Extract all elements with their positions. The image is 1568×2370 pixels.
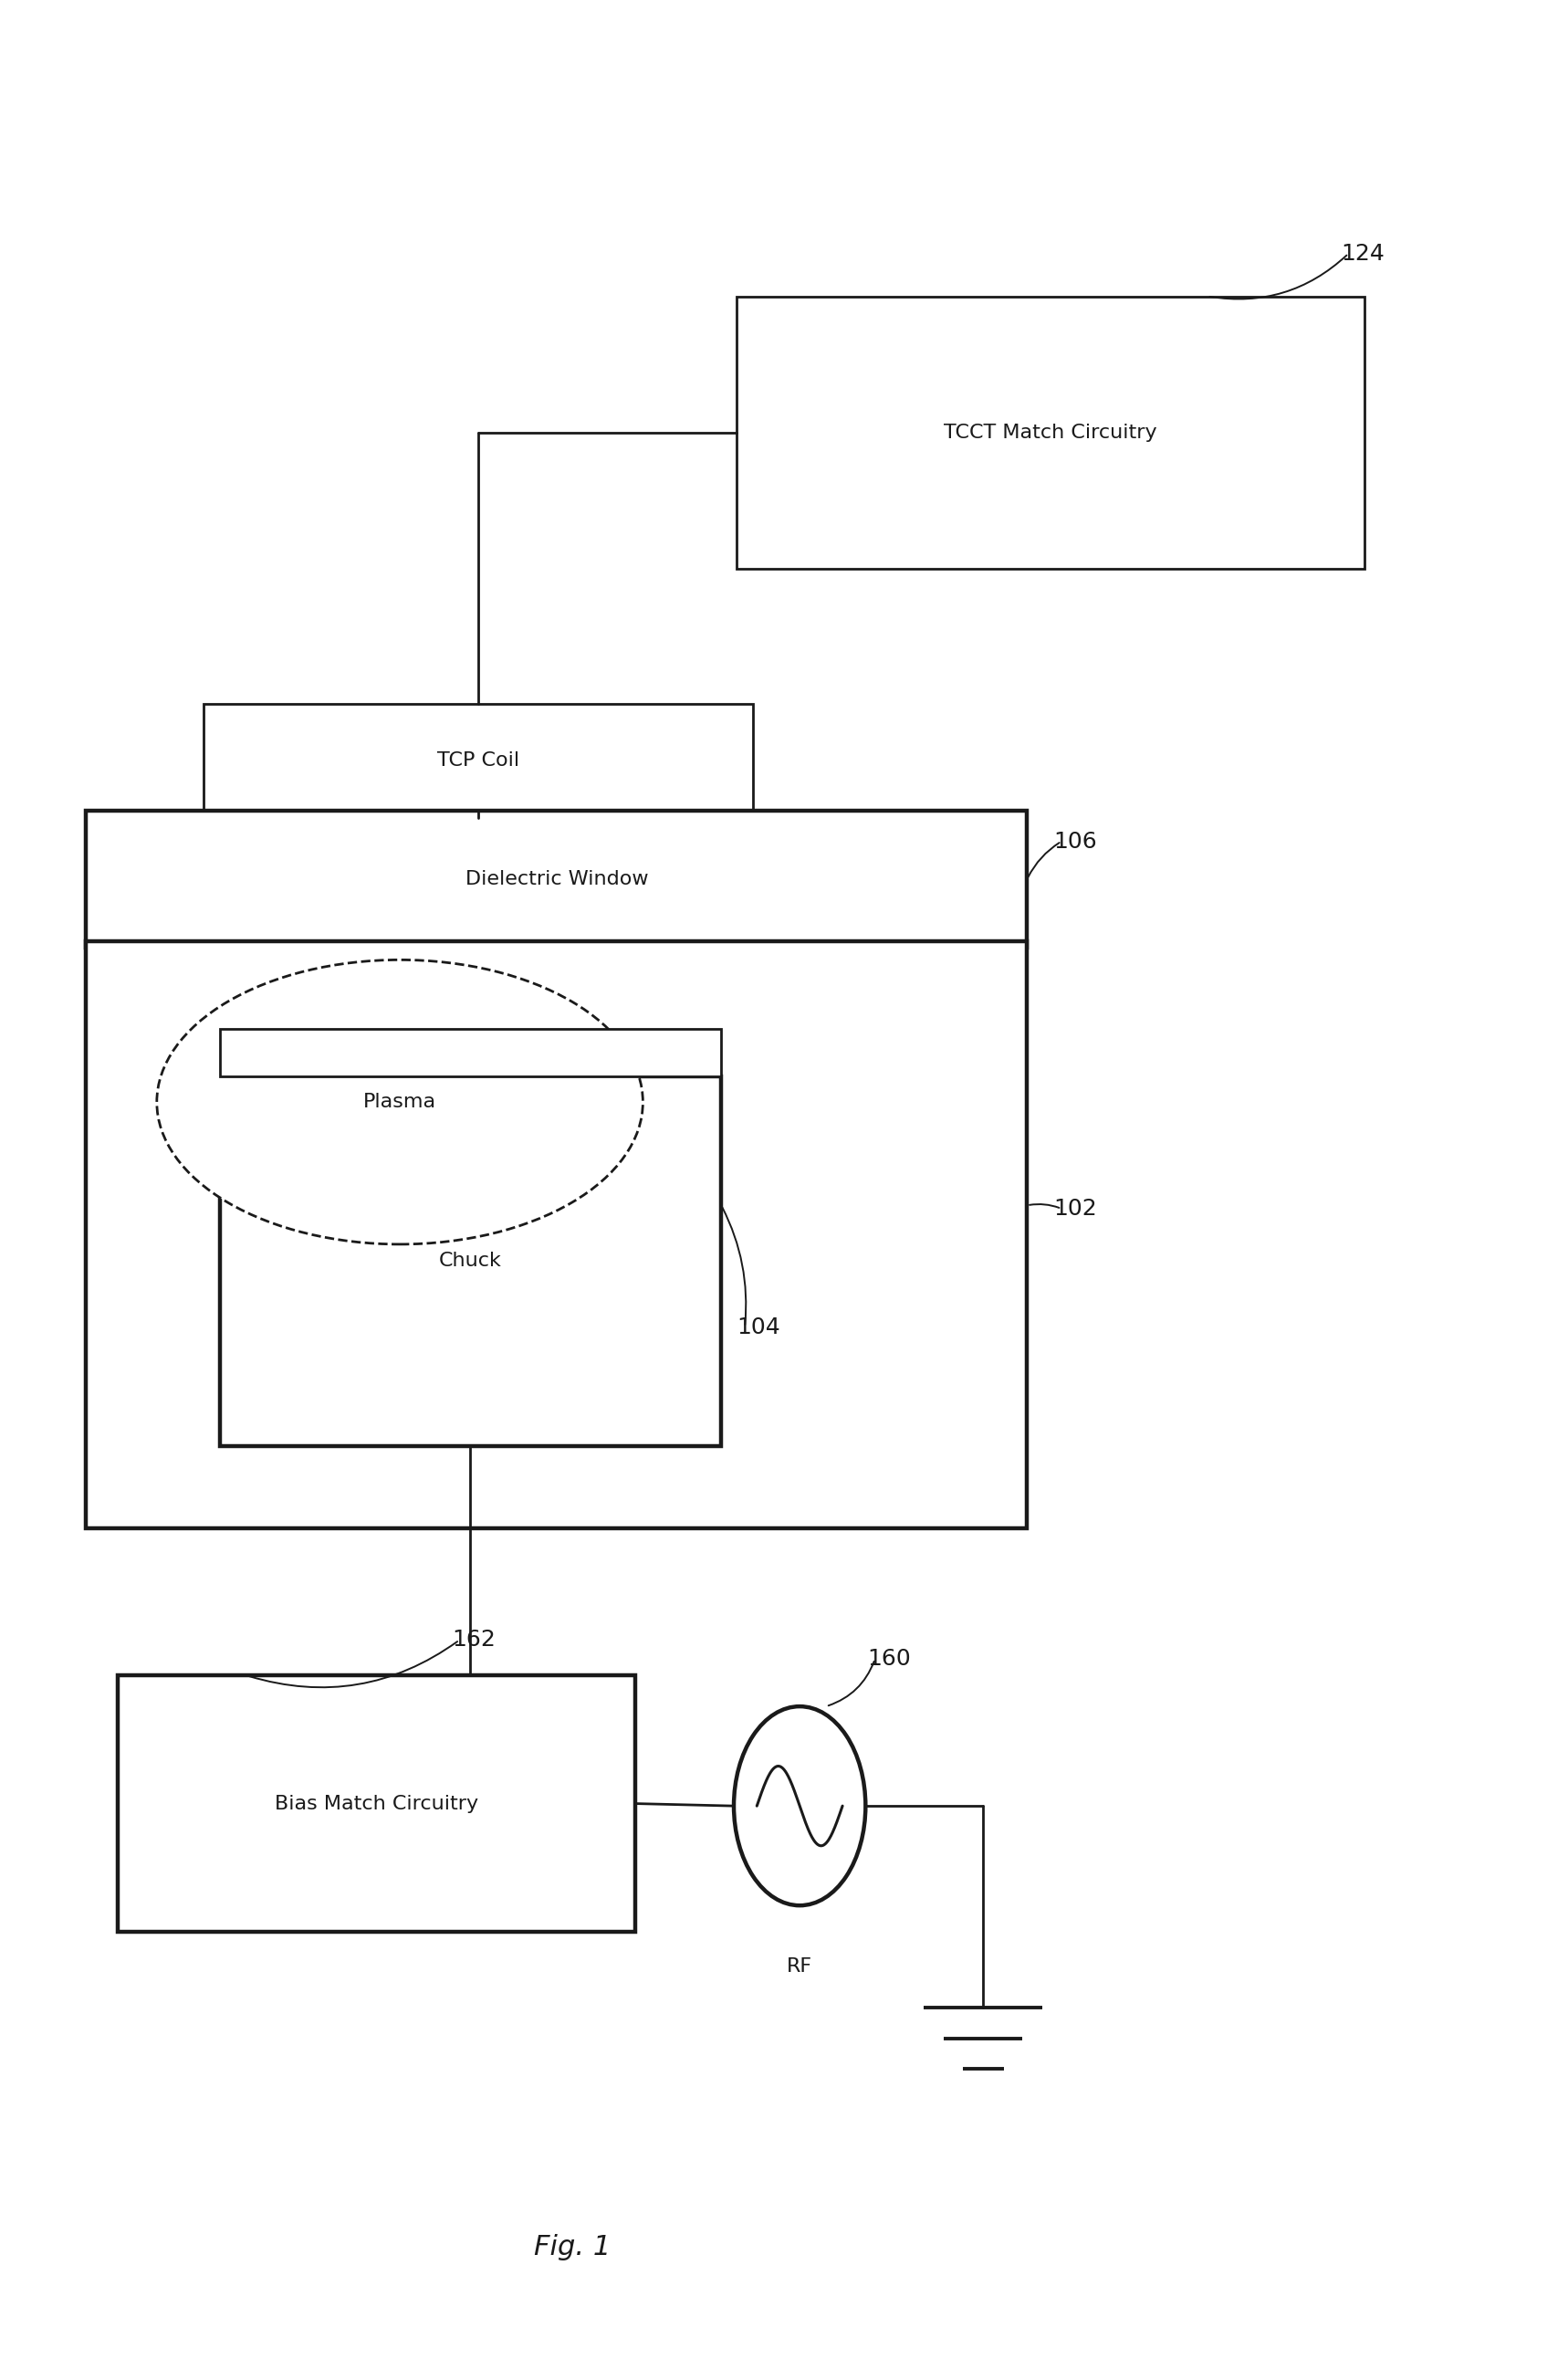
Text: 102: 102 xyxy=(1054,1197,1098,1221)
Text: 124: 124 xyxy=(1341,242,1385,265)
Text: Dielectric Window: Dielectric Window xyxy=(466,870,648,889)
Text: 160: 160 xyxy=(867,1647,911,1671)
Text: RF: RF xyxy=(787,1958,812,1977)
Bar xyxy=(86,811,1027,948)
Text: Bias Match Circuitry: Bias Match Circuitry xyxy=(274,1794,478,1813)
Text: 162: 162 xyxy=(452,1628,495,1652)
Text: 104: 104 xyxy=(737,1315,781,1339)
Text: Fig. 1: Fig. 1 xyxy=(533,2233,612,2261)
Bar xyxy=(737,296,1364,569)
Text: TCP Coil: TCP Coil xyxy=(437,751,519,770)
Ellipse shape xyxy=(157,960,643,1244)
Bar xyxy=(220,1029,721,1076)
Bar xyxy=(204,704,753,818)
Text: Chuck: Chuck xyxy=(439,1251,502,1270)
Text: Plasma: Plasma xyxy=(364,1093,436,1112)
Circle shape xyxy=(734,1706,866,1905)
Bar xyxy=(118,1676,635,1932)
Bar xyxy=(86,941,1027,1529)
Text: TCCT Match Circuitry: TCCT Match Circuitry xyxy=(944,424,1157,441)
Bar xyxy=(220,1076,721,1446)
Text: 106: 106 xyxy=(1054,829,1098,853)
